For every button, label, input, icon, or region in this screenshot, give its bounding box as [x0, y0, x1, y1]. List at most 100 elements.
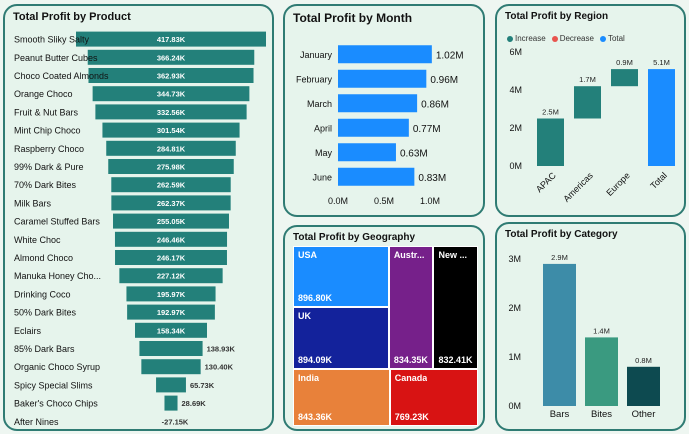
x-tick-label: 0.5M [374, 196, 394, 206]
funnel-value-label: 130.40K [205, 363, 234, 372]
legend: Increase Decrease Total [507, 34, 625, 43]
funnel-bar [114, 231, 228, 247]
y-tick-label: 2M [509, 123, 522, 133]
funnel-category-label: Manuka Honey Cho... [14, 271, 101, 281]
funnel-category-label: Fruit & Nut Bars [14, 107, 79, 117]
legend-decrease: Decrease [551, 34, 594, 43]
funnel-value-label: 158.34K [157, 326, 186, 335]
treemap-cell-name: India [298, 372, 320, 383]
funnel-bar [127, 304, 215, 320]
x-tick-label: Bars [550, 409, 570, 420]
funnel-category-label: Smooth Sliky Salty [14, 35, 90, 45]
increase-dot [507, 35, 513, 42]
month-category-label: February [296, 74, 333, 84]
y-tick-label: 0M [509, 161, 522, 171]
funnel-value-label: 192.97K [157, 308, 186, 317]
x-tick-label: Europe [604, 170, 632, 198]
legend-label: Total [607, 34, 625, 43]
funnel-value-label: -27.15K [162, 417, 189, 426]
funnel-category-label: White Choc [14, 235, 61, 245]
x-tick-label: Americas [561, 170, 595, 204]
funnel-bar [108, 159, 234, 174]
month-category-label: January [300, 50, 333, 60]
legend-total: Total [599, 34, 625, 43]
x-tick-label: 1.0M [420, 196, 440, 206]
month-value-label: 0.77M [413, 124, 441, 135]
treemap-cell-name: New ... [438, 250, 467, 260]
chart-title: Total Profit by Geography [293, 232, 416, 243]
funnel-bar [134, 322, 208, 338]
category-bar [585, 337, 618, 406]
x-tick-label: Other [632, 409, 656, 420]
treemap-cell-name: Austr... [393, 250, 425, 260]
funnel-category-label: 99% Dark & Pure [14, 162, 84, 172]
funnel-value-label: 65.73K [190, 381, 215, 390]
month-value-label: 0.63M [400, 148, 428, 159]
y-tick-label: 2M [508, 303, 521, 313]
month-category-label: April [314, 123, 332, 133]
funnel-category-label: Eclairs [14, 326, 42, 336]
waterfall-value-label: 1.7M [579, 75, 596, 84]
category-bar [627, 366, 660, 406]
category-value-label: 2.9M [551, 253, 568, 262]
treemap-cell-value: 834.35K [393, 354, 428, 365]
month-value-label: 0.86M [421, 99, 449, 110]
waterfall-value-label: 2.5M [542, 108, 559, 117]
waterfall-bar [648, 69, 675, 166]
month-chart: January 1.02M February 0.96M March 0.86M April… [296, 45, 464, 206]
funnel-category-label: Almond Choco [14, 253, 73, 263]
month-value-label: 1.02M [436, 50, 464, 61]
treemap-cell-value: 896.80K [298, 293, 333, 304]
legend-label: Increase [515, 34, 546, 43]
month-bar [338, 143, 396, 162]
chart-title: Total Profit by Month [293, 11, 413, 25]
funnel-value-label: 262.59K [157, 181, 186, 190]
funnel-category-label: Orange Choco [14, 89, 73, 99]
treemap-cell-name: UK [298, 311, 311, 322]
y-tick-label: 3M [508, 254, 521, 264]
region-chart: 0M 2M 4M 6M 2.5M APAC 1.7M Americas 0.9M Europe 5.… [509, 47, 675, 204]
x-tick-label: Total [648, 170, 669, 191]
profit-by-category-card: Total Profit by Category 0M 1M 2M 3M 2.9M Bar… [495, 222, 686, 431]
x-tick-label: APAC [534, 170, 558, 194]
treemap-cell-value: 894.09K [298, 354, 333, 365]
y-tick-label: 0M [508, 401, 521, 411]
funnel-value-label: 366.24K [157, 53, 186, 62]
funnel-value-label: 227.12K [157, 272, 186, 281]
y-tick-label: 6M [509, 47, 522, 57]
waterfall-value-label: 0.9M [616, 58, 633, 67]
geography-treemap: USA 896.80K UK 894.09K Austr... 834.35K New ..… [293, 246, 478, 426]
funnel-category-label: Caramel Stuffed Bars [14, 217, 100, 227]
funnel-bar [87, 49, 255, 65]
y-tick-label: 4M [509, 85, 522, 95]
funnel-bar [76, 31, 266, 47]
legend-increase: Increase [507, 34, 546, 43]
product-chart: 417.83K 366.24K 362.93K 344.73K 332.56K 301.5… [14, 31, 266, 427]
y-tick-label: 1M [508, 352, 521, 362]
funnel-value-label: 195.97K [157, 290, 186, 299]
month-bar [338, 118, 409, 137]
funnel-category-label: Milk Bars [14, 198, 52, 208]
funnel-bar [113, 213, 229, 229]
funnel-category-label: Spicy Special Slims [14, 380, 93, 390]
waterfall-bar [611, 69, 638, 87]
funnel-value-label: 28.69K [182, 399, 207, 408]
funnel-value-label: 332.56K [157, 108, 186, 117]
funnel-value-label: 417.83K [157, 35, 186, 44]
month-bar [338, 94, 418, 113]
funnel-value-label: 255.05K [157, 217, 186, 226]
funnel-value-label: 275.98K [157, 163, 186, 172]
category-value-label: 0.8M [635, 356, 652, 365]
funnel-bar [164, 395, 178, 411]
funnel-category-label: After Nines [14, 417, 59, 427]
funnel-bar [92, 86, 250, 102]
treemap-cell: Austr... 834.35K [388, 246, 434, 369]
treemap-cell: USA 896.80K [293, 246, 389, 308]
funnel-value-label: 344.73K [157, 90, 186, 99]
treemap-cell: New ... 832.41K [433, 246, 478, 369]
funnel-bar [126, 286, 216, 302]
funnel-category-label: Raspberry Choco [14, 144, 84, 154]
treemap-cell-value: 769.23K [394, 411, 429, 422]
funnel-category-label: 50% Dark Bites [14, 308, 77, 318]
profit-by-month-card: Total Profit by Month January 1.02M Februa… [283, 4, 485, 217]
